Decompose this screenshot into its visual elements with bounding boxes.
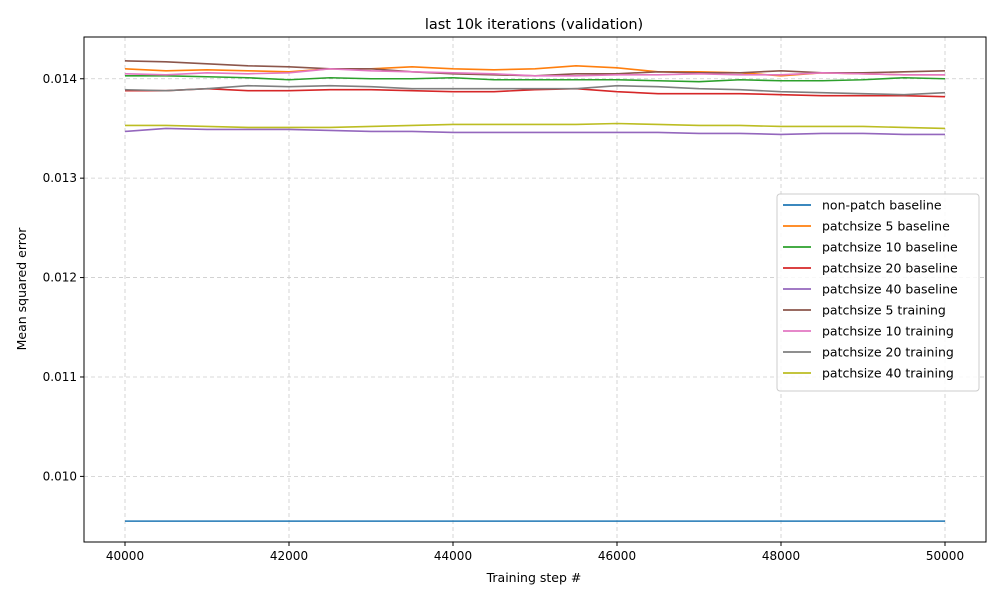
legend-label: patchsize 40 training	[822, 366, 954, 381]
series-line-7	[124, 84, 946, 96]
x-axis: 40000 42000 44000 46000 48000 50000	[106, 542, 964, 563]
chart-title: last 10k iterations (validation)	[425, 17, 643, 33]
plot-frame	[83, 36, 987, 543]
x-tick-label: 48000	[762, 549, 800, 563]
legend-label: patchsize 20 baseline	[822, 261, 958, 276]
x-tick-label: 44000	[434, 549, 472, 563]
series-line-2	[125, 74, 946, 83]
y-tick-label: 0.010	[43, 469, 77, 483]
series-line-4	[124, 127, 945, 136]
y-axis: 0.010 0.011 0.012 0.013 0.014	[43, 72, 84, 483]
y-tick-label: 0.011	[43, 370, 77, 384]
series-lines	[124, 60, 946, 522]
y-tick-label: 0.014	[43, 72, 77, 86]
x-tick-label: 46000	[598, 549, 636, 563]
legend-label: patchsize 20 training	[822, 345, 954, 360]
y-axis-label: Mean squared error	[14, 227, 29, 351]
x-tick-label: 42000	[270, 549, 308, 563]
legend-label: patchsize 10 training	[822, 324, 954, 339]
legend-label: patchsize 5 baseline	[822, 219, 950, 234]
legend-box	[776, 193, 980, 392]
x-axis-label: Training step #	[486, 570, 582, 585]
legend-label: patchsize 40 baseline	[822, 282, 958, 297]
series-line-8	[125, 122, 946, 130]
series-line-6	[124, 68, 945, 77]
y-tick-label: 0.012	[43, 271, 77, 285]
x-tick-label: 50000	[926, 549, 964, 563]
legend: non-patch baseline patchsize 5 baseline pa…	[776, 193, 980, 392]
x-tick-label: 40000	[106, 549, 144, 563]
legend-label: non-patch baseline	[822, 198, 942, 213]
series-line-3	[125, 87, 946, 98]
y-tick-label: 0.013	[43, 171, 77, 185]
legend-label: patchsize 5 training	[822, 303, 946, 318]
legend-label: patchsize 10 baseline	[822, 240, 958, 255]
